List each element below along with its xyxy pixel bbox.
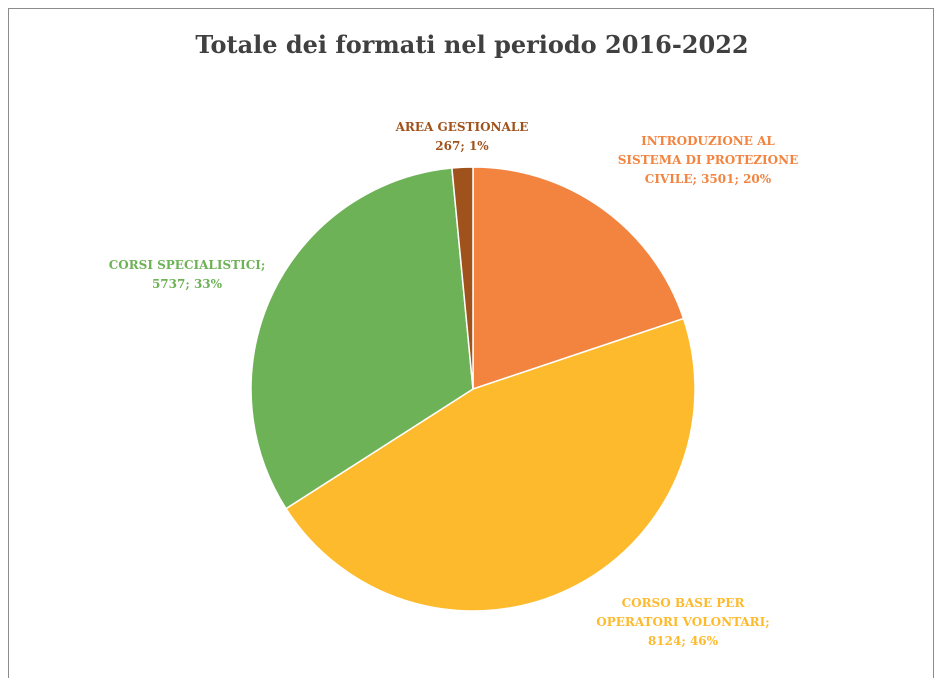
slice-label-line: OPERATORI VOLONTARI; [596,615,770,629]
pie-slice-introduzione-al-sistema-di-protezione-civile [472,166,685,391]
slice-label-corso-base: CORSO BASE PER OPERATORI VOLONTARI; 8124… [578,594,788,651]
pie-slice-corsi-specialistici [250,167,474,510]
slice-label-line: AREA GESTIONALE [395,120,529,134]
slice-label-line: SISTEMA DI PROTEZIONE [617,153,799,167]
slice-label-line: 8124; 46% [647,634,719,648]
slice-label-line: CIVILE; 3501; 20% [644,172,772,186]
slice-label-line: CORSO BASE PER [621,596,745,610]
slice-label-area-gestionale: AREA GESTIONALE 267; 1% [372,118,552,156]
slice-label-line: INTRODUZIONE AL [641,134,775,148]
slice-label-corsi-specialistici: CORSI SPECIALISTICI; 5737; 33% [102,256,272,294]
pie-slice-area-gestionale [451,166,474,390]
slice-label-line: 5737; 33% [151,277,223,291]
slice-label-introduzione: INTRODUZIONE AL SISTEMA DI PROTEZIONE CI… [608,132,808,189]
pie-slice-corso-base-per-operatori-volontari [284,317,696,612]
slice-label-line: CORSI SPECIALISTICI; [108,258,266,272]
chart-title: Totale dei formati nel periodo 2016-2022 [195,30,749,59]
slice-label-line: 267; 1% [435,139,489,153]
